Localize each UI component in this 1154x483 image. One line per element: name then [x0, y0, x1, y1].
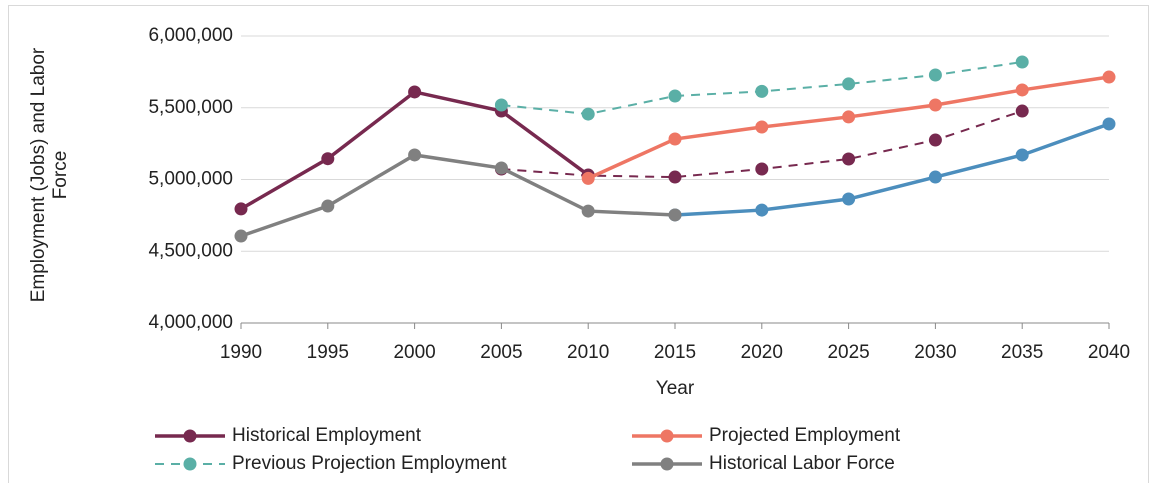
y-tick-label: 5,500,000 — [148, 97, 233, 118]
data-point — [494, 161, 508, 175]
data-point — [755, 120, 769, 134]
x-axis-title: Year — [656, 378, 695, 399]
x-tick-label: 2005 — [480, 342, 522, 363]
data-point — [1015, 83, 1029, 97]
legend-marker — [660, 429, 674, 443]
legend-label: Previous Projection Employment — [232, 453, 507, 474]
chart-border — [8, 5, 1149, 483]
y-tick-label: 4,000,000 — [148, 312, 233, 333]
data-point — [1015, 104, 1029, 118]
data-point — [668, 89, 682, 103]
legend-marker — [660, 457, 674, 471]
data-point — [842, 192, 856, 206]
x-tick-label: 1995 — [307, 342, 349, 363]
data-point — [668, 208, 682, 222]
data-point — [1102, 70, 1116, 84]
legend-label: Historical Labor Force — [709, 453, 895, 474]
data-point — [234, 229, 248, 243]
data-point — [928, 170, 942, 184]
data-point — [1015, 55, 1029, 69]
data-point — [494, 98, 508, 112]
x-tick-label: 2020 — [741, 342, 783, 363]
data-point — [321, 152, 335, 166]
data-point — [755, 203, 769, 217]
legend-label: Historical Employment — [232, 425, 422, 446]
x-tick-label: 2035 — [1001, 342, 1043, 363]
data-point — [668, 132, 682, 146]
data-point — [842, 110, 856, 124]
data-point — [755, 162, 769, 176]
y-tick-label: 4,500,000 — [148, 240, 233, 261]
x-tick-label: 2030 — [914, 342, 956, 363]
y-axis-title: Employment (Jobs) and Labor Force — [28, 47, 71, 303]
legend-marker — [183, 457, 197, 471]
data-point — [581, 171, 595, 185]
x-tick-label: 2025 — [827, 342, 869, 363]
data-point — [842, 152, 856, 166]
data-point — [581, 107, 595, 121]
x-tick-label: 2000 — [393, 342, 435, 363]
data-point — [581, 204, 595, 218]
data-point — [1102, 117, 1116, 131]
legend-label: Projected Employment — [709, 425, 901, 446]
data-point — [408, 148, 422, 162]
data-point — [928, 133, 942, 147]
data-point — [408, 85, 422, 99]
data-point — [755, 84, 769, 98]
x-tick-label: 2010 — [567, 342, 609, 363]
x-tick-label: 2040 — [1088, 342, 1130, 363]
data-point — [234, 202, 248, 216]
x-tick-label: 1990 — [220, 342, 262, 363]
data-point — [928, 68, 942, 82]
series-line — [240, 153, 676, 238]
legend-marker — [183, 429, 197, 443]
y-tick-label: 5,000,000 — [148, 169, 233, 190]
series-line — [674, 122, 1110, 217]
data-point — [668, 170, 682, 184]
data-point — [842, 77, 856, 91]
x-tick-label: 2015 — [654, 342, 696, 363]
data-point — [321, 199, 335, 213]
y-tick-label: 6,000,000 — [148, 25, 233, 46]
data-point — [1015, 148, 1029, 162]
data-point — [928, 98, 942, 112]
